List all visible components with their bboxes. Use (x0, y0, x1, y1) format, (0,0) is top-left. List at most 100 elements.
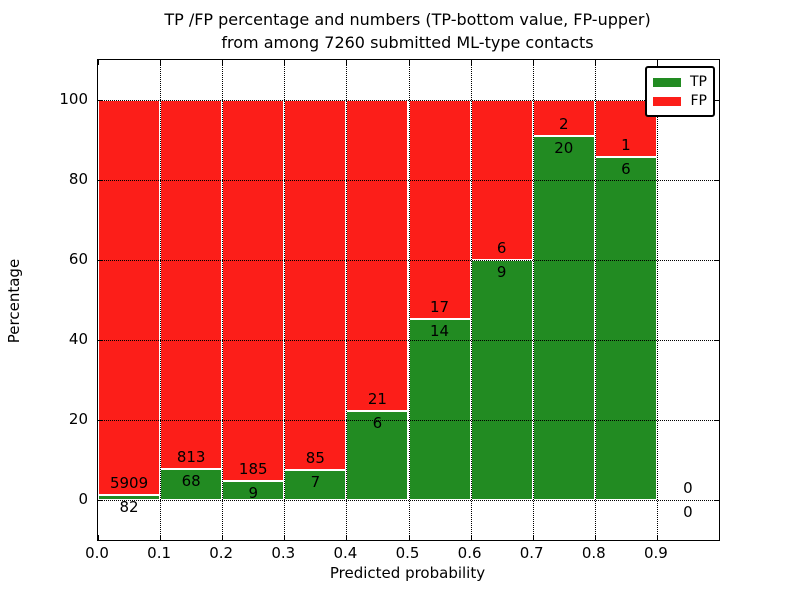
fp-count-label-2: 185 (238, 460, 268, 479)
legend-label-TP: TP (690, 74, 707, 90)
gridline-y-100 (98, 100, 719, 101)
x-tick-label-0.0: 0.0 (85, 544, 109, 562)
gridline-x-0.6 (470, 60, 472, 540)
x-tick-label-0.2: 0.2 (209, 544, 234, 562)
bar-tp-1 (160, 469, 223, 500)
fp-count-label-1: 813 (176, 448, 206, 467)
bar-tp-6 (470, 260, 533, 500)
x-tick-top-8 (594, 60, 596, 65)
x-tick-label-0.7: 0.7 (519, 544, 544, 562)
legend-label-FP: FP (690, 93, 708, 109)
x-tick-bottom-0 (98, 535, 99, 540)
bar-fp-0 (98, 100, 161, 495)
gridline-y-60 (98, 260, 719, 261)
y-tick-left-100 (98, 100, 103, 101)
gridline-y-40 (98, 340, 719, 341)
x-tick-top-6 (470, 60, 472, 65)
x-tick-top-3 (284, 60, 286, 65)
fp-count-label-9: 0 (683, 479, 693, 497)
tp-count-label-3: 7 (310, 472, 321, 491)
gridline-x-0.9 (656, 60, 658, 540)
bar-fp-1 (160, 100, 223, 470)
x-tick-label-0.1: 0.1 (147, 544, 172, 562)
y-tick-label-0: 0 (78, 490, 88, 508)
y-tick-right-0 (714, 500, 719, 501)
tp-count-label-7: 20 (554, 139, 574, 158)
x-tick-bottom-7 (532, 535, 534, 540)
bar-fp-4 (346, 100, 409, 412)
gridline-y-0 (98, 500, 719, 501)
gridline-y-80 (98, 180, 719, 181)
y-tick-right-40 (714, 340, 719, 341)
bar-tp-7 (532, 136, 595, 500)
tp-count-label-0: 82 (119, 497, 139, 516)
gridline-y-20 (98, 420, 719, 421)
y-tick-label-80: 80 (68, 170, 88, 188)
chart-title: TP /FP percentage and numbers (TP-bottom… (97, 8, 718, 54)
tp-count-label-1: 68 (181, 472, 201, 491)
x-tick-top-9 (656, 60, 658, 65)
x-tick-top-0 (98, 60, 99, 65)
x-tick-bottom-5 (408, 535, 410, 540)
tp-count-label-4: 6 (372, 414, 383, 433)
x-tick-bottom-9 (656, 535, 658, 540)
x-tick-label-0.3: 0.3 (271, 544, 296, 562)
x-tick-bottom-1 (160, 535, 162, 540)
fp-count-label-4: 21 (367, 390, 387, 409)
legend-item-FP: FP (653, 92, 707, 111)
tp-count-label-2: 9 (248, 484, 259, 503)
gridline-x-0.1 (160, 60, 162, 540)
x-tick-top-2 (222, 60, 224, 65)
x-tick-label-0.5: 0.5 (395, 544, 420, 562)
bar-tp-8 (594, 157, 657, 500)
x-tick-label-0.6: 0.6 (457, 544, 482, 562)
bar-fp-3 (284, 100, 347, 470)
y-tick-left-60 (98, 260, 103, 261)
x-tick-bottom-2 (222, 535, 224, 540)
gridline-x-0.2 (222, 60, 224, 540)
plot-area: 5909 82 813 68 185 9 85 7 21 6 17 14 6 9 2 20 1 6 0 0 (97, 59, 720, 541)
x-tick-top-4 (346, 60, 348, 65)
bar-fp-2 (222, 100, 285, 482)
bar-fp-8 (594, 100, 657, 158)
bar-tp-4 (346, 411, 409, 500)
fp-count-label-3: 85 (305, 448, 325, 467)
y-axis-label: Percentage (5, 258, 23, 344)
tp-count-label-6: 9 (496, 263, 507, 281)
y-tick-right-20 (714, 420, 719, 421)
fp-count-label-8: 1 (621, 136, 631, 155)
x-tick-top-1 (160, 60, 162, 65)
x-tick-label-0.8: 0.8 (581, 544, 606, 562)
x-tick-bottom-4 (346, 535, 348, 540)
bar-tp-0 (98, 494, 161, 500)
fp-count-label-5: 17 (430, 298, 450, 317)
fp-count-label-0: 5909 (109, 473, 149, 492)
legend-swatch-TP (653, 78, 681, 87)
legend: TP FP (645, 66, 715, 117)
x-tick-top-5 (408, 60, 410, 65)
fp-count-label-6: 6 (496, 239, 507, 257)
x-axis-label: Predicted probability (329, 564, 486, 582)
y-tick-left-80 (98, 180, 103, 181)
x-tick-bottom-6 (470, 535, 472, 540)
bar-fp-5 (408, 100, 471, 320)
gridline-x-0.7 (532, 60, 534, 540)
gridline-x-0.5 (408, 60, 410, 540)
y-tick-right-80 (714, 180, 719, 181)
y-tick-left-40 (98, 340, 103, 341)
chart-title-line1: TP /FP percentage and numbers (TP-bottom… (164, 10, 651, 29)
tp-count-label-9: 0 (683, 503, 693, 521)
fp-count-label-7: 2 (558, 115, 569, 134)
legend-item-TP: TP (653, 73, 707, 92)
gridline-x-0.8 (594, 60, 596, 540)
gridline-x-0.3 (284, 60, 286, 540)
bar-tp-5 (408, 319, 471, 500)
y-tick-label-60: 60 (68, 250, 88, 268)
y-tick-left-0 (98, 500, 103, 501)
y-tick-label-100: 100 (59, 90, 88, 108)
tp-count-label-5: 14 (430, 322, 450, 341)
y-tick-left-20 (98, 420, 103, 421)
x-tick-bottom-8 (594, 535, 596, 540)
legend-swatch-FP (653, 97, 681, 106)
